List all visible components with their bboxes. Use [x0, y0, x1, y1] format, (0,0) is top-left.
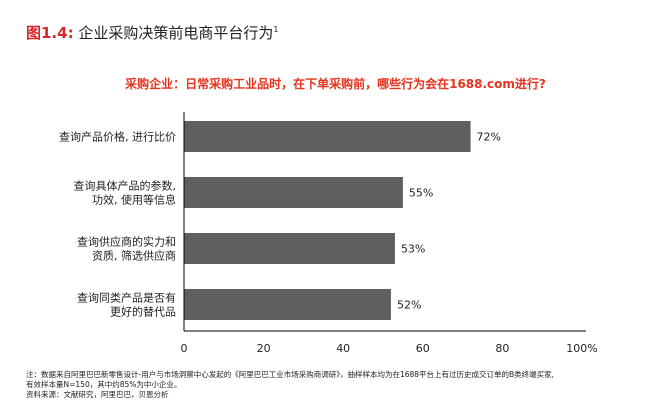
- chart-title: 采购企业：日常采购工业品时，在下单采购前，哪些行为会在1688.com进行?: [125, 77, 546, 91]
- bar: [184, 177, 403, 208]
- note-line-1: 注：数据来自阿里巴巴新零售设计-用户与市场洞察中心发起的《阿里巴巴工业市场采购商…: [26, 370, 555, 379]
- category-label: 查询同类产品是否有: [77, 291, 176, 305]
- note-line-2: 有效样本量N=150，其中约85%为中小企业。: [26, 380, 182, 389]
- category-label: 更好的替代品: [110, 305, 176, 319]
- x-tick-label: 80: [495, 342, 509, 355]
- figure-title-text: 企业采购决策前电商平台行为: [78, 24, 274, 42]
- x-tick-label: 0: [181, 342, 188, 355]
- footnote-marker: 1: [273, 25, 279, 34]
- category-label: 查询供应商的实力和: [77, 235, 176, 249]
- category-label: 查询产品价格, 进行比价: [59, 130, 176, 144]
- category-label: 功效, 使用等信息: [92, 193, 176, 207]
- figure-title: 图1.4: 企业采购决策前电商平台行为1: [26, 22, 278, 43]
- note-line-3: 资料来源：文献研究，阿里巴巴，贝恩分析: [26, 390, 169, 399]
- data-label: 53%: [401, 243, 425, 256]
- x-tick-label: 60: [416, 342, 430, 355]
- data-label: 72%: [477, 131, 501, 144]
- figure-number: 图1.4:: [26, 24, 74, 42]
- x-tick-label: 40: [336, 342, 350, 355]
- data-label: 55%: [409, 187, 433, 200]
- x-tick-label: 100%: [566, 342, 597, 355]
- category-label: 资质, 筛选供应商: [92, 249, 176, 263]
- footnotes: 注：数据来自阿里巴巴新零售设计-用户与市场洞察中心发起的《阿里巴巴工业市场采购商…: [26, 370, 554, 400]
- data-label: 52%: [397, 299, 421, 312]
- bar: [184, 121, 471, 152]
- category-label: 查询具体产品的参数,: [74, 179, 177, 193]
- bar: [184, 289, 391, 320]
- bar-chart: 72% 查询产品价格, 进行比价 55% 查询具体产品的参数,功效, 使用等信息 53%…: [59, 112, 598, 355]
- x-tick-label: 20: [257, 342, 271, 355]
- bar: [184, 233, 395, 264]
